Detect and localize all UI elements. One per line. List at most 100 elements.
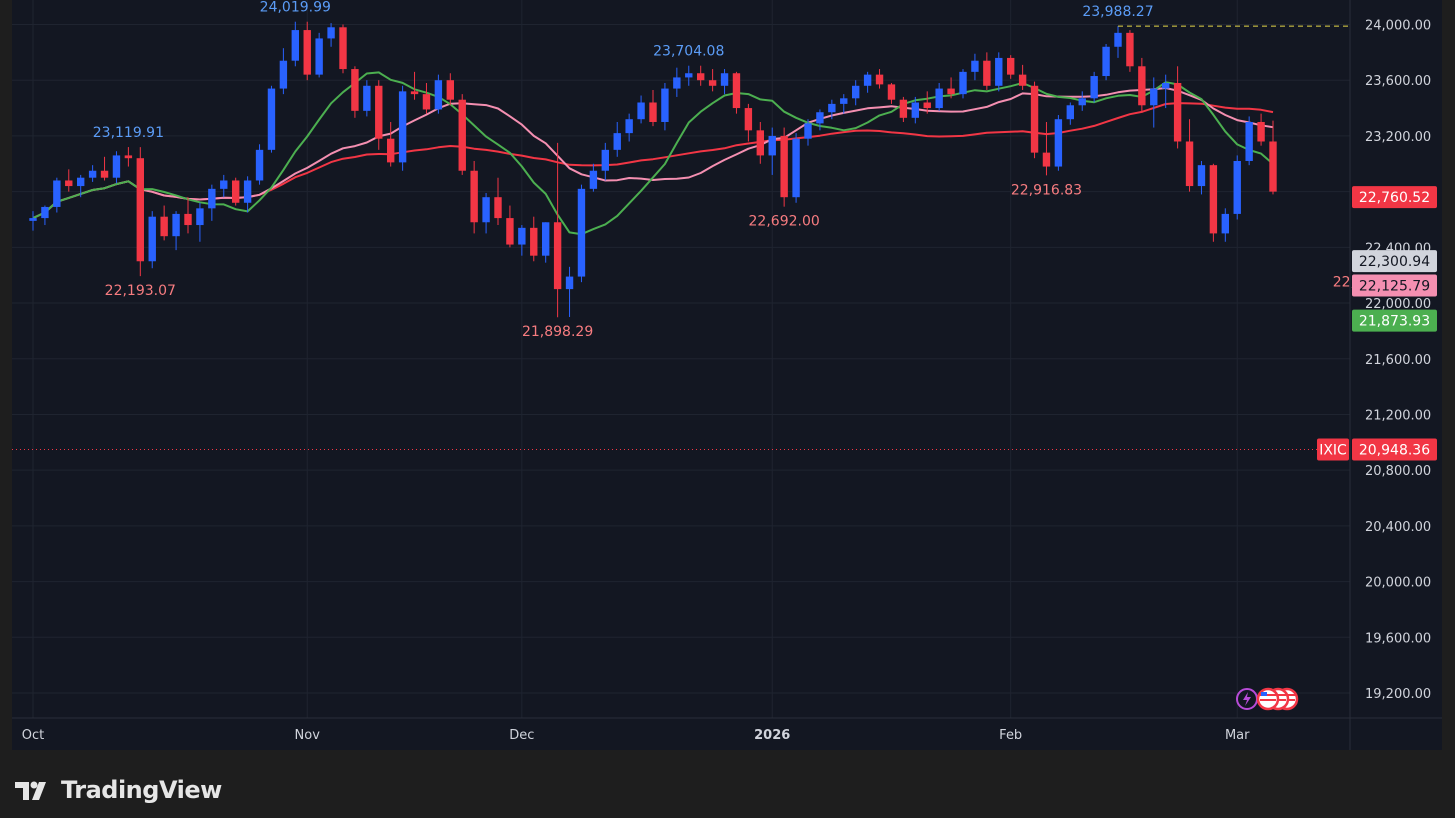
candle-body[interactable] (816, 112, 824, 124)
candle-body[interactable] (637, 102, 645, 120)
candle-body[interactable] (1269, 141, 1277, 192)
candle-body[interactable] (601, 149, 610, 171)
candle-body[interactable] (315, 38, 323, 75)
candle-body[interactable] (1102, 46, 1110, 77)
candle-body[interactable] (267, 88, 276, 150)
candle-body[interactable] (112, 155, 121, 178)
candle-body[interactable] (995, 57, 1003, 86)
candle-body[interactable] (732, 73, 741, 109)
candle-body[interactable] (720, 73, 729, 86)
candle-body[interactable] (398, 91, 407, 163)
candle-body[interactable] (1042, 152, 1051, 167)
candle-body[interactable] (470, 170, 478, 223)
candle-body[interactable] (410, 91, 419, 95)
candle-body[interactable] (875, 74, 884, 85)
candle-body[interactable] (339, 27, 347, 70)
chart-frame[interactable]: 24,019.99 23,119.91 22,193.07 21,898.29 23,7… (0, 0, 1455, 750)
candle-body[interactable] (208, 188, 216, 209)
candle-body[interactable] (255, 149, 264, 181)
candle-body[interactable] (1150, 88, 1158, 106)
candle-body[interactable] (804, 123, 812, 139)
candle-body[interactable] (1233, 160, 1241, 214)
candle-body[interactable] (375, 85, 383, 139)
candle-body[interactable] (899, 99, 908, 118)
candle-body[interactable] (565, 276, 574, 290)
candle-body[interactable] (1114, 32, 1122, 47)
candle-body[interactable] (696, 73, 705, 81)
candle-body[interactable] (625, 119, 633, 134)
candle-body[interactable] (363, 85, 371, 111)
candle-body[interactable] (1066, 105, 1075, 120)
candle-body[interactable] (434, 80, 443, 110)
candle-body[interactable] (1209, 165, 1218, 234)
price-chart[interactable]: 24,019.99 23,119.91 22,193.07 21,898.29 23,7… (0, 0, 1455, 750)
candle-body[interactable] (243, 180, 252, 203)
candle-body[interactable] (172, 213, 180, 237)
candle-body[interactable] (1197, 165, 1206, 187)
candle-body[interactable] (422, 94, 431, 110)
candle-body[interactable] (482, 197, 490, 223)
candle-body[interactable] (351, 69, 359, 111)
candle-body[interactable] (1161, 82, 1170, 89)
candle-body[interactable] (279, 60, 288, 89)
candle-body[interactable] (863, 74, 872, 86)
candle-body[interactable] (446, 80, 455, 100)
candle-body[interactable] (685, 73, 693, 78)
candle-body[interactable] (303, 30, 311, 75)
candle-body[interactable] (1138, 66, 1146, 106)
candle-body[interactable] (828, 103, 836, 113)
candle-body[interactable] (756, 130, 765, 156)
candle-body[interactable] (1221, 213, 1230, 234)
candle-body[interactable] (1054, 119, 1063, 167)
candle-body[interactable] (744, 108, 753, 131)
candle-body[interactable] (386, 138, 395, 163)
candle-body[interactable] (887, 84, 896, 100)
candle-body[interactable] (923, 102, 931, 109)
candle-body[interactable] (53, 180, 61, 207)
candle-body[interactable] (136, 158, 145, 262)
candle-body[interactable] (911, 102, 920, 118)
candle-body[interactable] (851, 85, 860, 99)
candle-body[interactable] (673, 77, 681, 89)
candle-body[interactable] (196, 208, 204, 226)
candle-body[interactable] (29, 218, 37, 221)
candle-body[interactable] (65, 180, 73, 187)
candle-body[interactable] (148, 216, 156, 262)
candle-body[interactable] (231, 180, 240, 203)
candle-body[interactable] (494, 197, 502, 219)
candle-body[interactable] (1126, 32, 1134, 67)
candle-body[interactable] (1185, 141, 1194, 187)
candle-body[interactable] (291, 30, 300, 61)
candle-body[interactable] (971, 60, 979, 72)
candle-body[interactable] (947, 88, 955, 95)
candle-body[interactable] (1078, 98, 1086, 106)
candle-body[interactable] (589, 170, 598, 189)
candle-body[interactable] (613, 133, 621, 150)
candle-body[interactable] (530, 227, 538, 256)
candle-body[interactable] (577, 188, 586, 277)
candle-body[interactable] (768, 135, 776, 156)
candle-body[interactable] (327, 27, 335, 39)
candle-body[interactable] (76, 177, 85, 187)
candle-body[interactable] (792, 138, 800, 198)
candle-body[interactable] (124, 155, 133, 159)
candle-body[interactable] (553, 222, 562, 290)
candle-body[interactable] (1090, 76, 1098, 99)
event-icons[interactable] (1236, 687, 1299, 711)
candle-body[interactable] (840, 98, 848, 104)
candle-body[interactable] (1257, 121, 1265, 142)
candle-body[interactable] (649, 102, 657, 122)
candle-body[interactable] (983, 60, 991, 86)
candle-body[interactable] (220, 180, 228, 189)
candle-body[interactable] (780, 135, 788, 198)
candle-body[interactable] (959, 71, 967, 95)
candle-body[interactable] (458, 99, 466, 171)
candle-body[interactable] (1030, 85, 1039, 153)
candle-body[interactable] (1173, 82, 1182, 142)
candle-body[interactable] (88, 170, 97, 178)
candle-body[interactable] (541, 222, 550, 256)
tradingview-logo[interactable]: TradingView (15, 776, 222, 804)
candle-body[interactable] (184, 213, 192, 226)
candle-body[interactable] (661, 88, 669, 122)
candle-body[interactable] (935, 88, 943, 109)
